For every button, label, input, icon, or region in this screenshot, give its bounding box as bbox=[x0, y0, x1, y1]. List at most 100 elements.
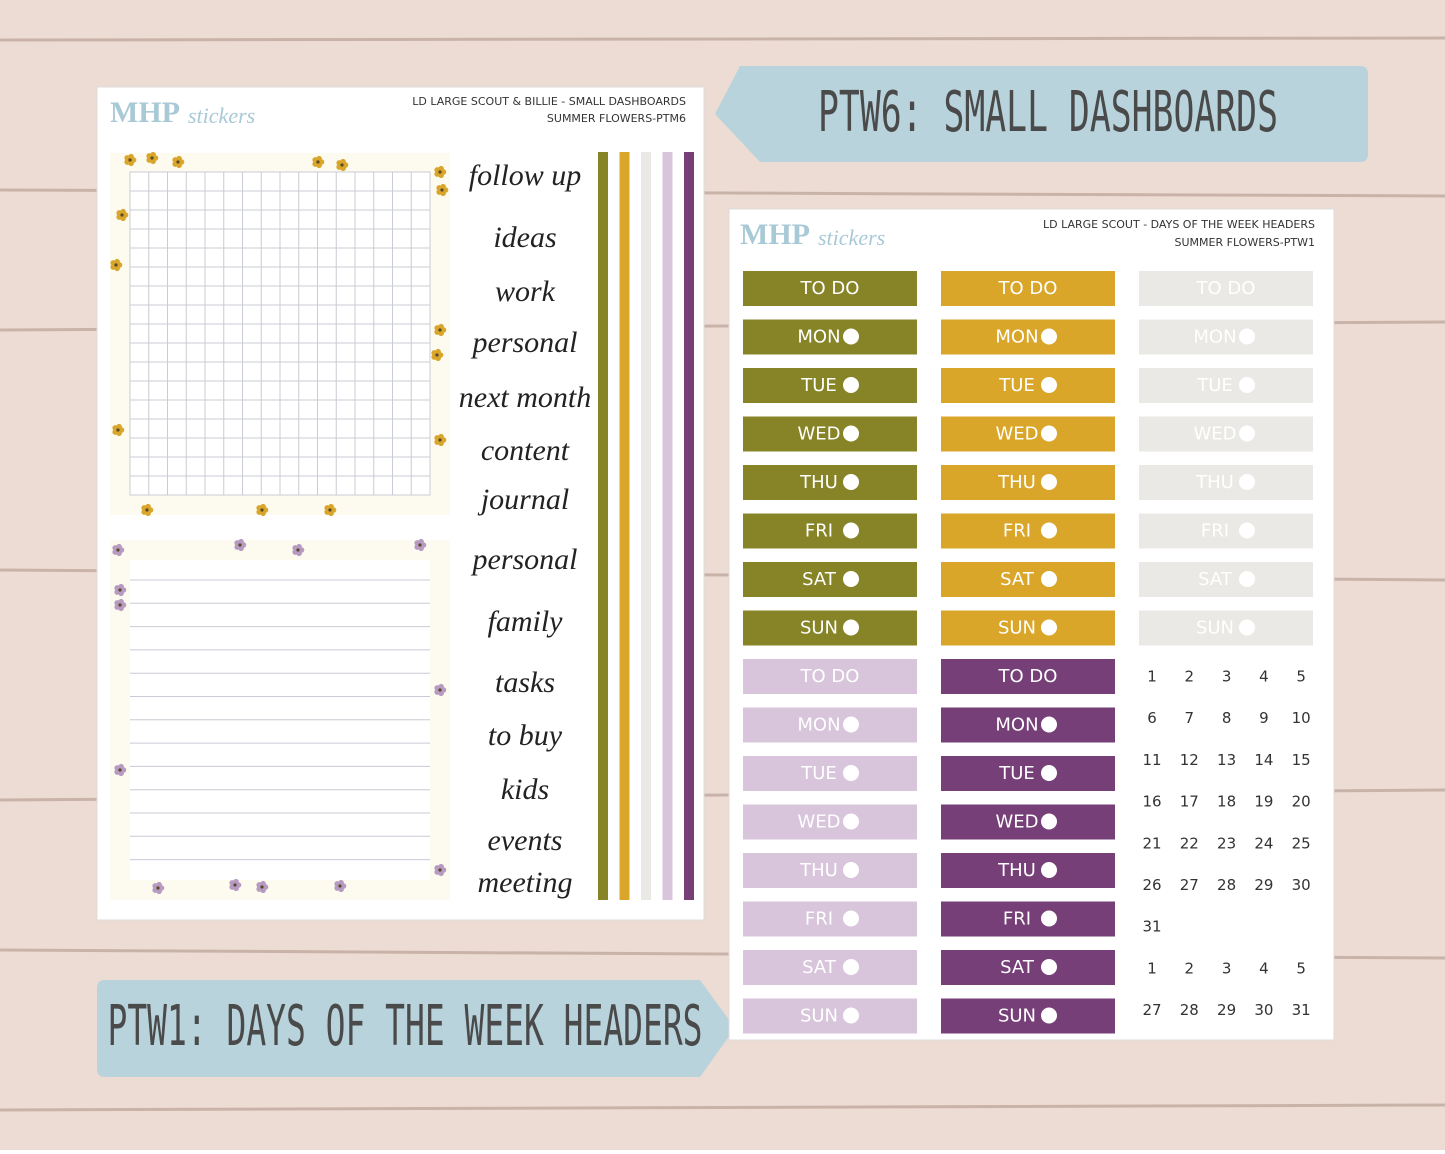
flower-center bbox=[116, 548, 120, 552]
petal bbox=[150, 151, 156, 158]
sticker-word: personal bbox=[471, 326, 578, 359]
day-label: WED bbox=[797, 424, 840, 445]
day-sticker bbox=[1139, 513, 1313, 549]
day-dot bbox=[843, 813, 859, 830]
day-label: THU bbox=[997, 860, 1036, 881]
flower-center bbox=[156, 886, 160, 890]
flower-center bbox=[176, 160, 180, 164]
stripe-sticker bbox=[662, 152, 673, 900]
day-label: SUN bbox=[1196, 618, 1234, 639]
date-number: 31 bbox=[1292, 1001, 1311, 1019]
day-sticker bbox=[743, 271, 917, 306]
petal bbox=[116, 543, 122, 550]
day-label: FRI bbox=[1003, 521, 1031, 542]
day-sticker bbox=[1139, 610, 1313, 646]
petal bbox=[340, 158, 346, 165]
flower-center bbox=[328, 508, 332, 512]
day-sticker bbox=[941, 416, 1115, 452]
sticker-sheet: MHP stickers LD LARGE SCOUT - DAYS OF TH… bbox=[728, 208, 1335, 1041]
day-dot bbox=[843, 1007, 859, 1024]
date-number: 3 bbox=[1222, 668, 1232, 686]
sheet-header: SUMMER FLOWERS-PTM6 bbox=[547, 112, 686, 125]
day-sticker bbox=[941, 707, 1115, 743]
petal bbox=[118, 598, 124, 605]
date-number: 20 bbox=[1292, 793, 1311, 811]
day-dot bbox=[843, 619, 859, 636]
sticker-word: follow up bbox=[469, 159, 582, 192]
petal bbox=[114, 258, 120, 265]
day-label: TO DO bbox=[998, 278, 1058, 299]
day-dot bbox=[1041, 377, 1057, 393]
day-label: TUE bbox=[998, 763, 1035, 784]
petal bbox=[316, 155, 322, 162]
day-sticker bbox=[941, 659, 1115, 694]
day-dot bbox=[843, 522, 859, 539]
date-number: 2 bbox=[1185, 959, 1195, 977]
day-sticker bbox=[941, 804, 1115, 840]
day-label: TO DO bbox=[998, 666, 1058, 687]
flower-center bbox=[438, 438, 442, 442]
date-number: 9 bbox=[1259, 709, 1269, 727]
date-number: 31 bbox=[1142, 918, 1161, 936]
day-label: TUE bbox=[998, 375, 1035, 396]
flower-center bbox=[114, 263, 118, 267]
day-label: MON bbox=[797, 715, 840, 736]
day-label: SUN bbox=[998, 618, 1036, 639]
sticker-word: next month bbox=[459, 381, 591, 414]
stripe-sticker bbox=[619, 152, 630, 900]
logo-suffix: stickers bbox=[188, 103, 255, 128]
day-label: MON bbox=[995, 327, 1038, 348]
date-number: 14 bbox=[1254, 751, 1273, 769]
date-number: 29 bbox=[1217, 1001, 1236, 1019]
day-dot bbox=[1239, 571, 1255, 587]
sheet-header: LD LARGE SCOUT - DAYS OF THE WEEK HEADER… bbox=[1043, 218, 1315, 231]
date-number: 30 bbox=[1292, 876, 1311, 894]
petal bbox=[120, 208, 126, 215]
petal bbox=[176, 155, 182, 162]
date-number: 19 bbox=[1254, 793, 1273, 811]
petal bbox=[438, 433, 444, 440]
date-number: 5 bbox=[1296, 668, 1306, 686]
day-sticker bbox=[743, 610, 917, 646]
logo-brand: MHP bbox=[110, 96, 180, 129]
day-label: SAT bbox=[802, 569, 837, 590]
flower-center bbox=[440, 188, 444, 192]
day-dot bbox=[1239, 328, 1255, 345]
sticker-word: tasks bbox=[495, 666, 555, 699]
day-label: SAT bbox=[1000, 957, 1035, 978]
day-dot bbox=[1041, 813, 1057, 830]
day-sticker bbox=[1139, 368, 1313, 403]
flower-center bbox=[438, 170, 442, 174]
petal bbox=[238, 538, 244, 545]
sticker-word: events bbox=[488, 824, 563, 857]
day-sticker bbox=[941, 465, 1115, 500]
day-dot bbox=[843, 716, 859, 733]
sheet-header: SUMMER FLOWERS-PTW1 bbox=[1175, 236, 1315, 249]
day-sticker bbox=[743, 513, 917, 549]
date-number: 21 bbox=[1142, 834, 1161, 852]
date-number: 12 bbox=[1180, 751, 1199, 769]
day-label: SAT bbox=[802, 957, 837, 978]
banner-shape bbox=[97, 980, 735, 1077]
flower-center bbox=[128, 158, 132, 162]
day-label: TUE bbox=[1196, 375, 1233, 396]
sticker-word: meeting bbox=[478, 866, 573, 899]
sticker-word: journal bbox=[477, 483, 569, 516]
day-sticker bbox=[941, 513, 1115, 549]
day-sticker bbox=[1139, 319, 1313, 355]
day-sticker bbox=[743, 950, 917, 985]
sticker-word: personal bbox=[471, 543, 578, 576]
date-number: 18 bbox=[1217, 793, 1236, 811]
day-dot bbox=[1041, 862, 1057, 878]
petal bbox=[156, 881, 162, 888]
day-dot bbox=[1239, 474, 1255, 490]
day-dot bbox=[843, 474, 859, 490]
day-label: WED bbox=[1193, 424, 1236, 445]
date-number: 30 bbox=[1254, 1001, 1273, 1019]
flower-center bbox=[338, 884, 342, 888]
petal bbox=[418, 538, 424, 545]
date-number: 17 bbox=[1180, 793, 1199, 811]
day-dot bbox=[1041, 425, 1057, 442]
day-sticker bbox=[941, 368, 1115, 403]
day-label: THU bbox=[997, 472, 1036, 493]
